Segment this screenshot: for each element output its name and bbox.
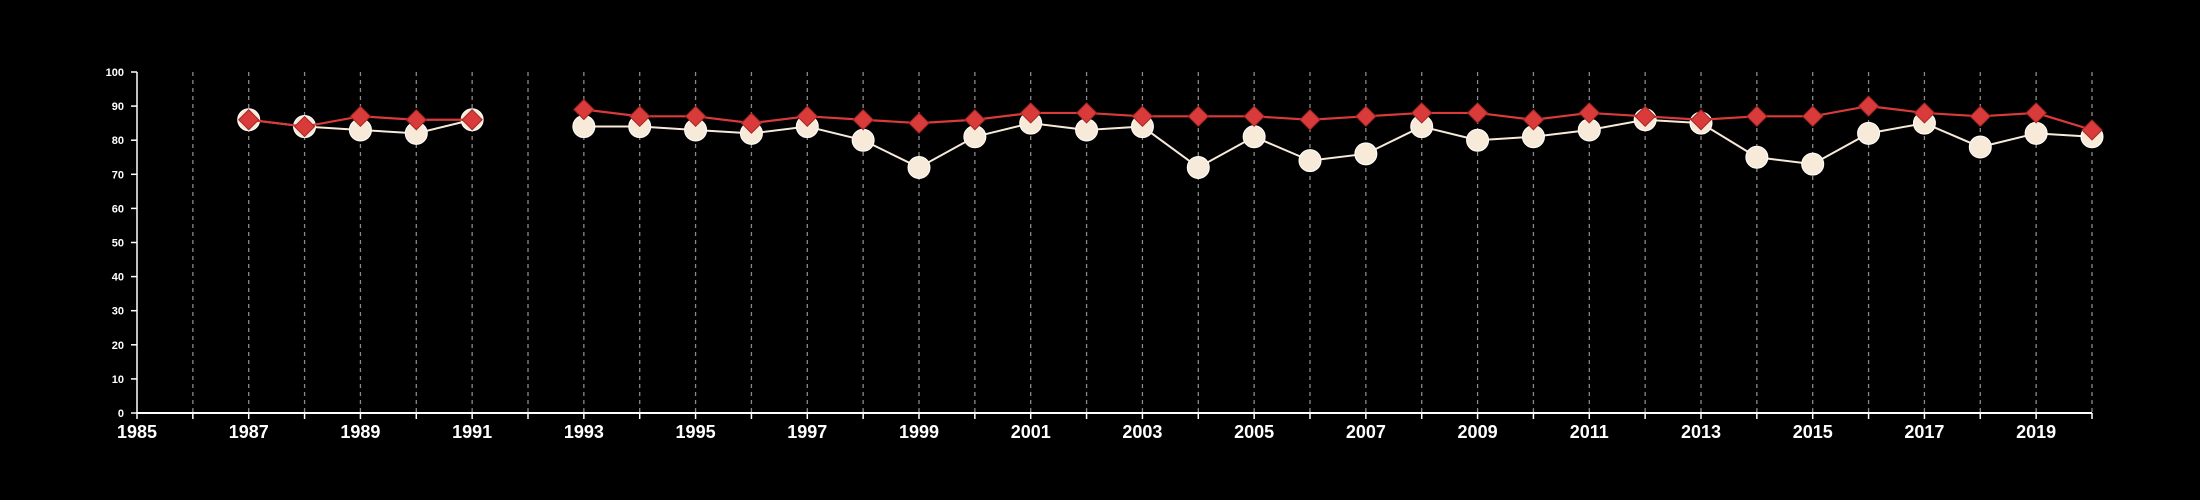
data-point	[1913, 102, 1936, 124]
x-tick-label: 2015	[1793, 422, 1833, 442]
data-point	[349, 105, 372, 128]
y-tick-label: 50	[112, 238, 124, 250]
data-point	[684, 105, 707, 128]
data-point	[1634, 105, 1656, 128]
x-tick-label: 2017	[1904, 422, 1944, 442]
data-point	[1857, 95, 1880, 117]
data-point	[907, 155, 931, 179]
data-point	[1355, 105, 1377, 128]
y-tick-label: 70	[112, 169, 124, 181]
data-point	[1857, 121, 1881, 145]
data-point	[852, 109, 874, 131]
data-point	[2025, 102, 2047, 124]
y-tick-label: 30	[112, 306, 124, 318]
y-tick-label: 10	[112, 374, 124, 386]
x-tick-label: 1997	[787, 422, 827, 442]
data-point	[1411, 102, 1433, 124]
series-line	[583, 104, 2093, 132]
x-tick-label: 2009	[1458, 422, 1498, 442]
x-tick-label: 1999	[899, 422, 939, 442]
data-point	[1690, 109, 1712, 131]
data-point	[851, 128, 875, 152]
data-point	[1522, 109, 1545, 131]
x-tick-label: 1987	[229, 422, 269, 442]
data-point	[740, 112, 763, 134]
data-point	[1578, 102, 1600, 124]
y-tick-label: 60	[112, 203, 124, 215]
data-point	[1299, 109, 1321, 131]
data-point	[573, 98, 595, 121]
data-point	[1968, 135, 1992, 159]
x-tick-label: 1985	[117, 422, 157, 442]
series-2	[238, 95, 2103, 141]
data-point	[1131, 105, 1154, 128]
y-tick-label: 80	[112, 135, 124, 147]
data-point	[629, 105, 651, 128]
y-tick-label: 0	[118, 408, 124, 420]
data-point	[405, 109, 427, 131]
data-point	[1187, 105, 1209, 128]
data-point	[908, 112, 930, 134]
data-point	[964, 109, 986, 131]
x-tick-label: 1989	[340, 422, 380, 442]
data-point	[1020, 102, 1042, 124]
x-tick-label: 1995	[676, 422, 716, 442]
x-tick-label: 2011	[1570, 422, 1609, 442]
data-point	[2024, 121, 2048, 145]
data-point	[1354, 142, 1378, 166]
data-point	[796, 105, 818, 128]
data-point	[2081, 119, 2103, 141]
data-point	[1802, 105, 1824, 128]
x-tick-label: 2003	[1122, 422, 1162, 442]
y-tick-label: 100	[106, 67, 124, 79]
data-point	[238, 109, 260, 131]
data-point	[1745, 145, 1769, 169]
series-line	[583, 118, 2093, 169]
axes: 0 10 20 30 40 50 60 70 80 90 100 1985 1987 1989 1991 19…	[106, 67, 2093, 442]
y-tick-label: 20	[112, 340, 124, 352]
x-tick-label: 2019	[2016, 422, 2056, 442]
data-point	[1466, 128, 1490, 152]
data-point	[1969, 105, 1991, 128]
y-tick-label: 90	[112, 101, 124, 113]
x-tick-label: 2005	[1234, 422, 1274, 442]
data-point	[293, 115, 316, 138]
series	[237, 95, 2104, 179]
x-tick-label: 1991	[452, 422, 492, 442]
data-point	[1186, 155, 1210, 179]
x-tick-label: 1993	[564, 422, 604, 442]
x-tick-label: 2001	[1011, 422, 1051, 442]
data-point	[1801, 152, 1825, 176]
y-tick-label: 40	[112, 272, 124, 284]
data-point	[461, 109, 483, 131]
x-tick-label: 2013	[1681, 422, 1721, 442]
data-point	[1242, 125, 1266, 149]
data-point	[1746, 105, 1768, 128]
data-point	[1466, 102, 1489, 124]
data-point	[1298, 149, 1322, 173]
data-point	[1243, 105, 1265, 128]
data-point	[1075, 102, 1098, 124]
x-tick-label: 2007	[1346, 422, 1386, 442]
